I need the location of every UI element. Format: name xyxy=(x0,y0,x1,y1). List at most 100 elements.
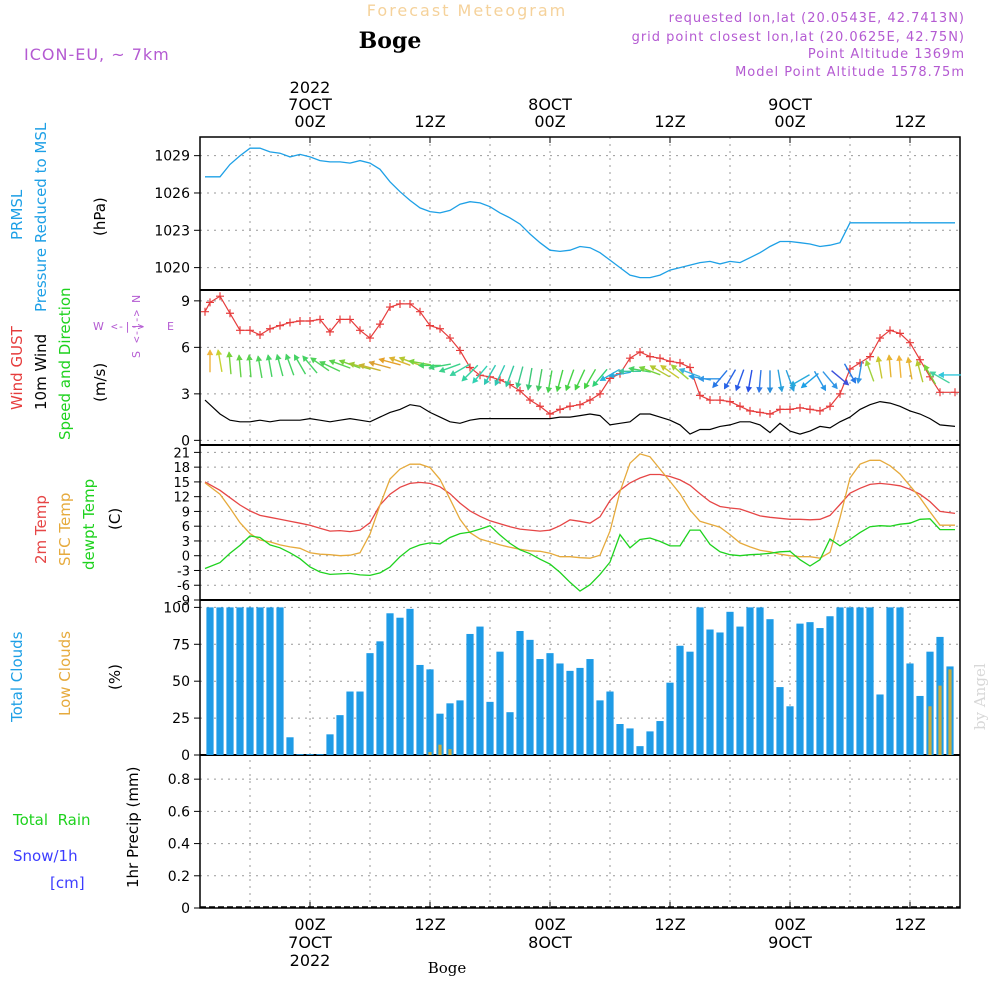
wind-arrow xyxy=(310,357,330,372)
gust-point xyxy=(366,334,374,343)
wind-arrow xyxy=(905,356,913,380)
wind-arrow xyxy=(789,374,810,387)
gust-point xyxy=(796,403,804,412)
total-cloud-bar xyxy=(356,691,364,755)
wind-arrow-head xyxy=(483,378,490,386)
total-cloud-bar xyxy=(766,619,774,755)
wind-arrow-head xyxy=(766,387,774,394)
temp-y-tick-label: -6 xyxy=(177,579,190,594)
total-cloud-bar xyxy=(906,663,914,755)
gust-point xyxy=(356,326,364,335)
wind-arrow xyxy=(226,351,233,375)
total-cloud-bar xyxy=(576,667,584,755)
wind-arrow xyxy=(504,365,515,388)
total-cloud-bar xyxy=(326,734,334,755)
pressure-y-tick-label: 1029 xyxy=(154,149,190,165)
temp-dewpt-line xyxy=(204,518,955,592)
wind-arrow-head xyxy=(649,365,657,372)
temp-y-tick-label: 0 xyxy=(182,550,190,565)
gust-point xyxy=(276,321,284,330)
gust-point xyxy=(666,357,674,366)
wind-arrow xyxy=(545,370,553,394)
wind-arrow-head xyxy=(246,354,253,361)
total-cloud-bar xyxy=(626,728,634,755)
temp-2m-label: 2m Temp xyxy=(32,495,50,564)
temp-y-tick-label: 21 xyxy=(173,446,190,461)
wind-unit-label: (m/s) xyxy=(91,363,109,402)
gust-point xyxy=(316,315,324,324)
model-point-altitude: Model Point Altitude 1578.75m xyxy=(735,65,965,80)
gust-point xyxy=(716,396,724,405)
grid-point-coords: grid point closest lon,lat (20.0625E, 42… xyxy=(632,30,965,45)
gust-point xyxy=(626,354,634,363)
gust-point xyxy=(566,402,574,411)
total-cloud-bar xyxy=(646,731,654,755)
wind-arrow xyxy=(649,365,670,378)
wind-arrow-head xyxy=(564,384,571,392)
total-cloud-bar xyxy=(846,607,854,755)
wind-arrow xyxy=(535,369,543,392)
wind-arrow xyxy=(438,363,461,373)
wind-arrow-head xyxy=(226,351,233,358)
top-time-label: 00Z xyxy=(534,112,565,131)
wind-arrow xyxy=(745,369,753,393)
total-cloud-bar xyxy=(256,607,264,755)
total-cloud-bar xyxy=(216,607,224,755)
total-cloud-bar xyxy=(266,607,274,755)
wind-arrow-head xyxy=(855,377,863,385)
compass-north: N xyxy=(130,295,143,303)
compass-west: W xyxy=(93,320,104,333)
total-cloud-bar xyxy=(386,613,394,755)
total-cloud-bar xyxy=(656,721,664,755)
gust-point xyxy=(426,321,434,330)
wind-y-tick-label: 9 xyxy=(181,294,190,310)
wind-arrow-head xyxy=(734,384,741,392)
wind-arrow-head xyxy=(831,382,838,390)
wind-arrow xyxy=(712,369,728,389)
gust-point xyxy=(236,326,244,335)
gust-point xyxy=(866,352,874,361)
top-time-label: 12Z xyxy=(894,112,925,131)
total-cloud-bar xyxy=(466,633,474,755)
gust-markers xyxy=(201,292,959,418)
snow-unit-label: [cm] xyxy=(50,874,85,892)
total-cloud-bar xyxy=(366,653,374,755)
gust-point xyxy=(696,391,704,400)
wind-arrow xyxy=(915,359,924,383)
total-cloud-bar xyxy=(376,641,384,755)
wind-y-tick-label: 0 xyxy=(181,433,190,449)
pressure-msl-label: Pressure Reduced to MSL xyxy=(32,122,50,312)
wind-arrow xyxy=(628,365,651,373)
total-cloud-bar xyxy=(436,713,444,755)
gust-point xyxy=(406,299,414,308)
gust-point xyxy=(216,292,224,301)
total-cloud-bar xyxy=(676,645,684,755)
wind-10m-label: 10m Wind xyxy=(32,334,50,410)
wind-arrow xyxy=(328,359,351,369)
wind-arrow-head xyxy=(504,380,511,388)
bottom-time-label: 9OCT xyxy=(768,933,812,952)
wind-arrow xyxy=(525,367,533,391)
gust-point xyxy=(636,348,644,356)
total-cloud-bar xyxy=(756,607,764,755)
gust-point xyxy=(736,402,744,411)
wind-arrow-head xyxy=(574,383,581,391)
bottom-time-label: 00Z xyxy=(294,915,325,934)
wind-arrow-head xyxy=(638,365,646,372)
wind-arrow-head xyxy=(310,357,317,364)
wind-arrow-head xyxy=(599,375,607,381)
total-cloud-bar xyxy=(806,622,814,755)
wind-arrow xyxy=(723,369,737,390)
total-cloud-bar xyxy=(516,631,524,755)
gust-point xyxy=(266,324,274,333)
gust-point xyxy=(916,355,924,364)
wind-arrow-head xyxy=(592,380,599,387)
gust-point xyxy=(546,410,554,418)
bottom-time-label: 00Z xyxy=(534,915,565,934)
snow-label: Snow/1h xyxy=(13,847,78,865)
cloud-unit-label: (%) xyxy=(106,664,124,690)
total-cloud-bar xyxy=(926,651,934,755)
station-title: Boge xyxy=(359,28,422,54)
